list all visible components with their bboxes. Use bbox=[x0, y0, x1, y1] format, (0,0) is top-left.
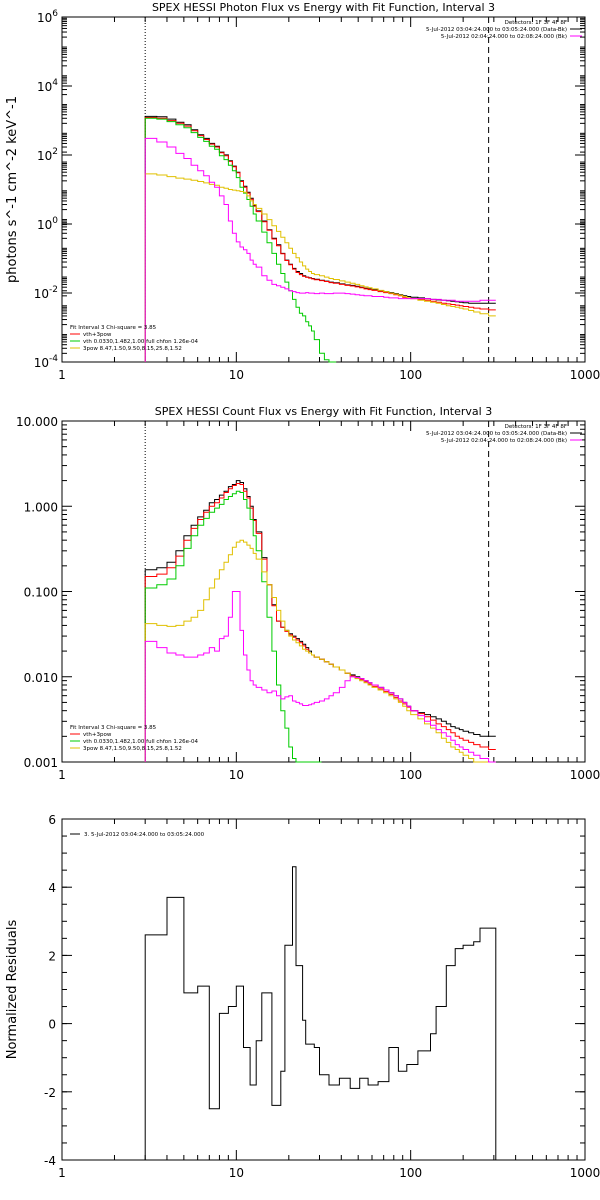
legend-top-line: Detectors: 1F 3F 4F 8F bbox=[505, 424, 567, 430]
plot-frame bbox=[61, 16, 586, 363]
x-tick-label: 1000 bbox=[570, 1166, 600, 1180]
y-tick-exp: -2 bbox=[49, 285, 58, 295]
legend-item-label: 3pow 8.47,1.50,9.50,8.15,25.8,1.52 bbox=[83, 346, 182, 352]
y-axis-label: photons s^-1 cm^-2 keV^-1 bbox=[5, 96, 20, 283]
chart-title: SPEX HESSI Photon Flux vs Energy with Fi… bbox=[152, 1, 495, 14]
y-tick-label: 4 bbox=[48, 881, 56, 895]
series-bk bbox=[144, 137, 496, 362]
series-3-5-jul-2012-03-04-24-000-to-03-05-24-000 bbox=[144, 866, 497, 1160]
legend-fit-header: Fit Interval 3 Chi-square = 3.85 bbox=[70, 725, 157, 731]
y-tick-label: 1.000 bbox=[24, 500, 58, 514]
y-tick-base: 10 bbox=[37, 11, 52, 25]
chart-title: SPEX HESSI Count Flux vs Energy with Fit… bbox=[155, 405, 492, 418]
y-tick-label: 6 bbox=[48, 813, 56, 827]
series-bk bbox=[144, 591, 496, 763]
chart-panel-2: SPEX HESSI Count Flux vs Energy with Fit… bbox=[16, 405, 600, 782]
y-tick-exp: 0 bbox=[52, 216, 58, 226]
y-tick-label: -4 bbox=[44, 1154, 56, 1168]
legend-item-label: vth 0.0330,1.482,1.00 full chfon 1.26e-0… bbox=[83, 339, 199, 345]
y-axis-label: Normalized Residuals bbox=[5, 920, 20, 1060]
legend-item-label: vth 0.0330,1.482,1.00 full chfon 1.26e-0… bbox=[83, 739, 199, 745]
x-tick-label: 1000 bbox=[570, 768, 600, 782]
series-vth bbox=[144, 117, 337, 363]
x-tick-label: 100 bbox=[399, 368, 422, 382]
y-tick-exp: 4 bbox=[52, 78, 58, 88]
y-tick-label: 10-2 bbox=[34, 285, 58, 301]
y-tick-label: 102 bbox=[37, 147, 58, 163]
x-tick-label: 10 bbox=[229, 1166, 244, 1180]
y-tick-label: 0.100 bbox=[24, 586, 58, 600]
y-tick-label: 10.000 bbox=[16, 415, 58, 429]
series-3pow bbox=[144, 173, 496, 362]
legend-item-label: 3pow 8.47,1.50,9.50,8.15,25.8,1.52 bbox=[83, 746, 182, 752]
y-tick-exp: 2 bbox=[52, 147, 58, 157]
y-tick-exp: 6 bbox=[52, 9, 58, 19]
legend-item-label: vth+3pow bbox=[83, 732, 112, 738]
legend-fit-header: Fit Interval 3 Chi-square = 3.85 bbox=[70, 325, 157, 331]
y-tick-label: 0.010 bbox=[24, 671, 58, 685]
legend-top-line: Detectors: 1F 3F 4F 8F bbox=[505, 20, 567, 26]
plot-frame bbox=[61, 818, 586, 1161]
series-vth-3pow bbox=[144, 117, 496, 362]
y-tick-label: 0.001 bbox=[24, 756, 58, 770]
chart-panel-1: SPEX HESSI Photon Flux vs Energy with Fi… bbox=[5, 1, 600, 382]
series-vth bbox=[144, 490, 322, 763]
x-tick-label: 1000 bbox=[570, 368, 600, 382]
legend-top-line: 5-Jul-2012 02:04:24.000 to 02:08:24.000 … bbox=[441, 438, 567, 444]
y-tick-base: 10 bbox=[37, 218, 52, 232]
y-tick-label: -2 bbox=[44, 1086, 56, 1100]
y-tick-label: 100 bbox=[37, 216, 58, 232]
y-tick-label: 106 bbox=[37, 9, 58, 25]
plot-frame bbox=[61, 420, 586, 763]
legend-item-label: vth+3pow bbox=[83, 332, 112, 338]
x-tick-label: 1 bbox=[58, 368, 66, 382]
y-tick-label: 0 bbox=[48, 1018, 56, 1032]
x-tick-label: 100 bbox=[399, 768, 422, 782]
y-tick-base: 10 bbox=[37, 149, 52, 163]
chart-panel-3: 1 10 100 1000 -4 -2 0 2 4 6 Normalized Residuals 3.… bbox=[5, 813, 600, 1180]
x-tick-label: 10 bbox=[229, 768, 244, 782]
x-tick-label: 1 bbox=[58, 1166, 66, 1180]
legend-top-line: 3. 5-Jul-2012 03:04:24.000 to 03:05:24.0… bbox=[84, 832, 205, 838]
y-tick-base: 10 bbox=[34, 287, 49, 301]
y-tick-base: 10 bbox=[34, 356, 49, 370]
y-tick-exp: -4 bbox=[49, 354, 58, 364]
series-3pow bbox=[144, 539, 496, 763]
x-tick-label: 100 bbox=[399, 1166, 422, 1180]
y-tick-base: 10 bbox=[37, 80, 52, 94]
x-tick-label: 1 bbox=[58, 768, 66, 782]
y-tick-label: 2 bbox=[48, 949, 56, 963]
y-tick-label: 104 bbox=[37, 78, 58, 94]
y-tick-label: 10-4 bbox=[34, 354, 59, 370]
legend-top-line: 5-Jul-2012 02:04:24.000 to 02:08:24.000 … bbox=[441, 34, 567, 40]
legend-top-line: 5-Jul-2012 03:04:24.000 to 03:05:24.000 … bbox=[426, 431, 567, 437]
series-data-bk bbox=[144, 115, 496, 362]
x-tick-label: 10 bbox=[229, 368, 244, 382]
legend-top-line: 5-Jul-2012 03:04:24.000 to 03:05:24.000 … bbox=[426, 27, 567, 33]
